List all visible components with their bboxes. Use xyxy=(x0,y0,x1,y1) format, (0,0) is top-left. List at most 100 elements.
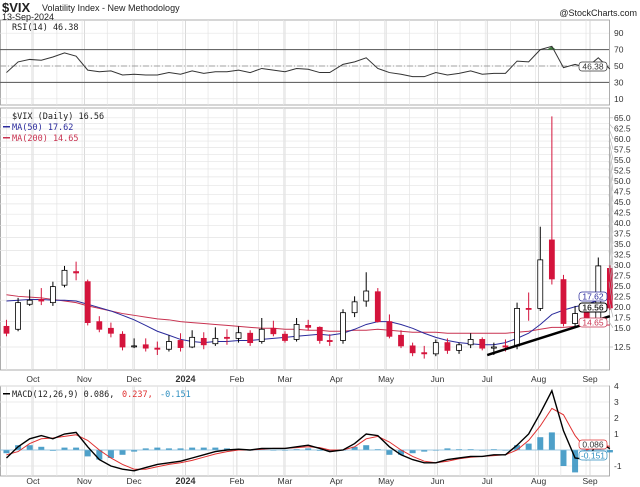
macd-histogram-bar xyxy=(537,437,544,450)
candle-body xyxy=(235,332,242,339)
price-axis-tick xyxy=(608,250,614,286)
macd-histogram-bar xyxy=(363,445,370,450)
candle-body xyxy=(224,336,230,339)
candle-body xyxy=(572,313,578,324)
macd-histogram-bar xyxy=(131,450,138,452)
rsi-axis-label: 70 xyxy=(614,45,624,55)
macd-histogram-bar xyxy=(73,447,80,450)
price-axis-label: 15.0 xyxy=(614,323,631,333)
macd-histogram-bar xyxy=(212,447,219,450)
price-axis-tick xyxy=(608,123,614,129)
macd-histogram-bar xyxy=(398,450,405,455)
candle-body xyxy=(96,321,103,330)
macd-legend-hist: -0.151 xyxy=(160,390,191,400)
macd-histogram-bar xyxy=(119,450,126,455)
candle-body xyxy=(525,308,532,310)
price-axis-label: 32.5 xyxy=(614,249,631,259)
candle-body xyxy=(386,321,393,337)
price-axis-label: 47.5 xyxy=(614,186,631,196)
candle-body xyxy=(177,340,184,348)
macd-histogram-bar xyxy=(560,450,567,466)
rsi-legend: RSI(14) 46.38 xyxy=(12,23,79,33)
price-axis-label: 60.0 xyxy=(614,134,631,144)
price-axis-label: 52.5 xyxy=(614,165,631,175)
price-axis-label: 55.0 xyxy=(614,155,631,165)
candle-body xyxy=(270,327,277,335)
macd-histogram-bar xyxy=(96,450,103,460)
rsi-last-label: 46.38 xyxy=(582,62,604,72)
ma50-last-label: 17.62 xyxy=(582,292,604,302)
chart-marks xyxy=(0,45,613,473)
price-axis-label: 42.5 xyxy=(614,207,631,217)
candle-body xyxy=(166,341,172,350)
candle-body xyxy=(316,326,323,341)
price-axis-tick xyxy=(608,237,614,276)
ma200-last-box xyxy=(578,317,608,328)
macd-histogram-bar xyxy=(38,446,45,450)
date-axis-label: Dec xyxy=(127,374,143,384)
ma200-legend-swatch xyxy=(3,137,10,139)
macd-histogram-bar xyxy=(326,450,333,452)
candle-body xyxy=(247,332,254,344)
macd-date-axis-label: Mar xyxy=(278,476,293,486)
macd-histogram-bar xyxy=(514,445,521,450)
macd-signal-line xyxy=(6,407,610,470)
candle-body xyxy=(432,342,439,355)
candle-body xyxy=(421,352,428,355)
candle-body xyxy=(548,239,555,280)
macd-last-label: 0.086 xyxy=(582,440,604,450)
price-axis-label: 27.5 xyxy=(614,270,631,280)
candle-body xyxy=(282,333,288,341)
date-axis-label: Mar xyxy=(278,374,293,384)
ma50-legend-swatch xyxy=(3,126,10,128)
macd-histogram-bar xyxy=(351,446,358,450)
date-axis-label: Oct xyxy=(26,374,40,384)
macd-histogram-bar xyxy=(386,450,393,455)
candle-body xyxy=(108,327,114,334)
price-last-box xyxy=(578,302,608,313)
price-axis-tick xyxy=(608,225,614,265)
macd-histogram-bar xyxy=(165,448,172,450)
candle-body xyxy=(154,347,161,350)
candle-body xyxy=(502,345,509,348)
stockcharts-watermark: @StockCharts.com xyxy=(559,8,637,18)
date-axis-label: Jun xyxy=(431,374,445,384)
macd-histogram-bar xyxy=(84,450,91,457)
price-axis-label: 37.5 xyxy=(614,228,631,238)
candle-body xyxy=(119,333,126,348)
candle-body xyxy=(38,299,45,302)
macd-histogram-bar xyxy=(61,447,68,450)
price-axis-label: 45.0 xyxy=(614,197,631,207)
macd-histogram-bar xyxy=(189,447,196,450)
price-axis-label: 35.0 xyxy=(614,239,631,249)
candle-body xyxy=(456,344,462,351)
date-axis-label: Nov xyxy=(77,374,93,384)
macd-histogram-bar xyxy=(154,447,161,450)
date-axis-label: Sep xyxy=(582,374,597,384)
rsi-axis-label: 50 xyxy=(614,61,624,71)
macd-legend-main: MACD(12,26,9) 0.086, xyxy=(12,390,114,400)
price-axis-tick xyxy=(608,147,614,171)
macd-histogram-bar xyxy=(444,448,451,450)
macd-histogram-bar xyxy=(409,450,416,454)
candle-body xyxy=(73,271,80,274)
candle-body xyxy=(3,325,10,334)
price-axis-label: 30.0 xyxy=(614,260,631,270)
price-axis-tick xyxy=(608,185,614,223)
candle-body xyxy=(212,337,219,345)
price-axis-tick xyxy=(608,203,614,244)
date-axis-label: Aug xyxy=(531,374,546,384)
candle-body xyxy=(537,259,544,309)
rsi-axis-label: 90 xyxy=(614,28,624,38)
macd-date-axis-label: Jun xyxy=(431,476,445,486)
candle-body xyxy=(467,339,474,346)
date-axis-label: Apr xyxy=(330,374,343,384)
macd-histogram-bar xyxy=(525,443,532,450)
macd-date-axis-label: Nov xyxy=(77,476,93,486)
macd-histogram-bar xyxy=(421,450,428,452)
macd-histogram-bar xyxy=(606,450,613,453)
candle-body xyxy=(409,345,416,354)
date-axis-label: Feb xyxy=(230,374,245,384)
hist-last-label: -0.151 xyxy=(581,451,605,461)
